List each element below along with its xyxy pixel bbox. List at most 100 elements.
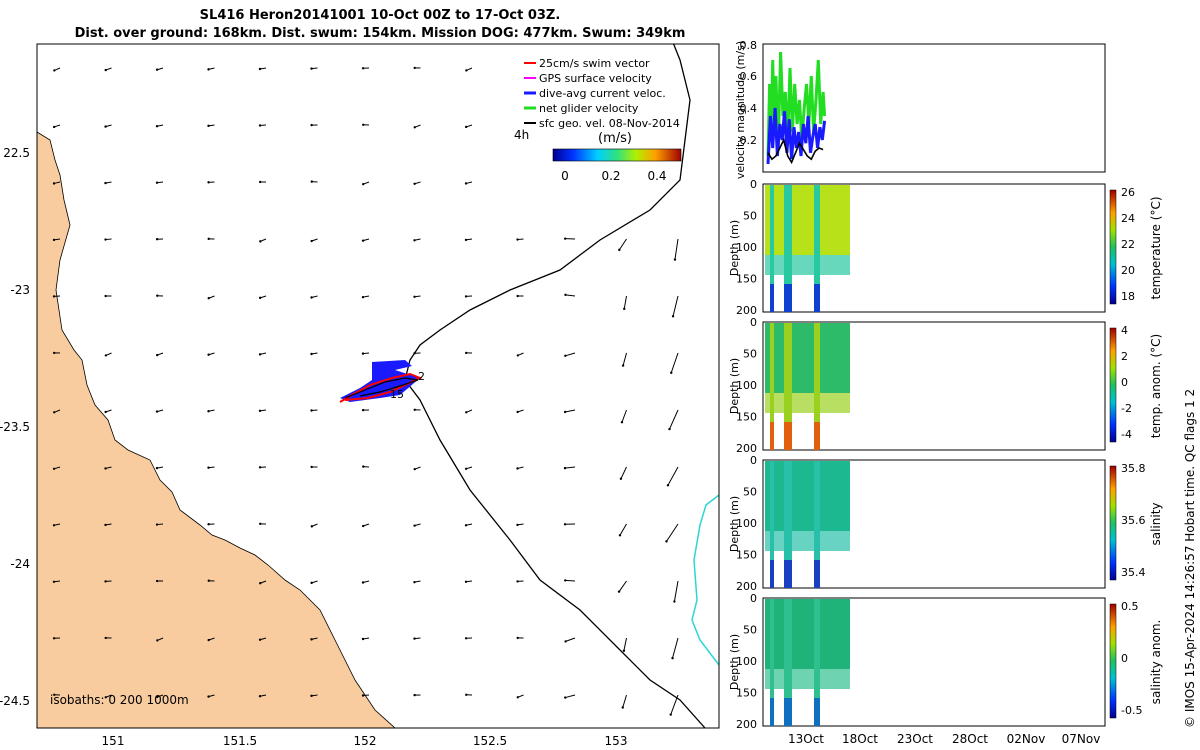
heatmap-ytick: 150 bbox=[736, 411, 757, 424]
heatmap-profile-column bbox=[770, 323, 774, 450]
heatmap-colorbar-tick: 26 bbox=[1121, 186, 1135, 199]
velocity-arrow-head bbox=[362, 182, 365, 186]
heatmap-profile-column bbox=[784, 599, 788, 726]
heatmap-ytick: 0 bbox=[750, 316, 757, 329]
velocity-arrow-head bbox=[104, 68, 107, 72]
velocity-arrow-head bbox=[516, 294, 519, 298]
velocity-arrow-head bbox=[155, 523, 159, 526]
velocity-arrow bbox=[564, 409, 576, 413]
velocity-arrow-head bbox=[516, 523, 519, 527]
heatmap-colorbar-tick: 0.5 bbox=[1121, 600, 1139, 613]
heatmap-ytick: 50 bbox=[743, 486, 757, 499]
time-xtick: 07Nov bbox=[1062, 732, 1101, 746]
swim-vectors bbox=[339, 372, 423, 403]
heatmap-colorbar-tick: 35.4 bbox=[1121, 566, 1146, 579]
heatmap-profile-deep bbox=[787, 284, 792, 312]
velocity-arrow-head bbox=[670, 371, 673, 374]
map-x-ticks: 151 151.5 152 152.5 153 bbox=[102, 734, 628, 748]
coastline-land bbox=[37, 131, 396, 728]
heatmap-profile-deep bbox=[814, 698, 820, 726]
velocity-arrow-head bbox=[207, 579, 210, 582]
velocity-arrow bbox=[564, 466, 576, 469]
heatmap-ytick: 100 bbox=[736, 241, 757, 254]
heatmap-colorbar-tick: 24 bbox=[1121, 212, 1135, 225]
heatmap-profile-deep bbox=[787, 698, 792, 726]
velocity-arrow-head bbox=[259, 240, 262, 243]
heatmap-colorbar-tick: 4 bbox=[1121, 324, 1128, 337]
heatmap-ytick: 200 bbox=[736, 580, 757, 593]
heatmap-data-block bbox=[765, 461, 850, 531]
heatmap-ytick: 100 bbox=[736, 517, 757, 530]
velocity-arrow-head bbox=[666, 484, 670, 487]
velocity-arrow-head bbox=[53, 411, 56, 414]
heatmap-profile-column bbox=[787, 185, 792, 312]
colorbar-tick: 0.2 bbox=[601, 169, 620, 183]
velocity-arrow-head bbox=[413, 182, 416, 186]
heatmap-colorbar bbox=[1109, 465, 1117, 581]
velocity-arrow bbox=[673, 580, 679, 602]
heatmap-colorbar-tick: 20 bbox=[1121, 264, 1135, 277]
velocity-arrow-head bbox=[104, 410, 107, 414]
heatmap-panel-salinity-anomaly: 0 50 100 150 200 Depth (m) -0.5 0 0.5 salinity an… bbox=[728, 592, 1163, 731]
velocity-arrow-head bbox=[620, 421, 624, 424]
map-xtick: 153 bbox=[605, 734, 628, 748]
velocity-arrow-head bbox=[310, 409, 313, 412]
velocity-arrow-head bbox=[413, 580, 416, 584]
chart-title-line2: Dist. over ground: 168km. Dist. swum: 15… bbox=[74, 26, 686, 41]
time-xtick: 23Oct bbox=[897, 732, 933, 746]
velocity-arrow-head bbox=[258, 67, 262, 71]
velocity-series-dive-avg-current-veloc- bbox=[766, 107, 827, 165]
velocity-arrow-head bbox=[413, 352, 416, 355]
heatmap-colorbar bbox=[1109, 189, 1117, 305]
velocity-arrow-head bbox=[563, 237, 567, 240]
velocity-arrow-head bbox=[563, 523, 567, 526]
velocity-series-sfc-geo-vel- bbox=[767, 137, 824, 165]
velocity-arrow bbox=[623, 637, 627, 651]
velocity-arrow-head bbox=[310, 352, 313, 356]
heatmap-profile-deep bbox=[814, 560, 820, 588]
heatmap-colorbar-label: temp. anom. (°C) bbox=[1149, 334, 1163, 438]
velocity-arrow-head bbox=[465, 351, 468, 355]
heatmap-colorbar bbox=[1109, 603, 1117, 719]
heatmap-colorbar bbox=[1109, 327, 1117, 443]
velocity-arrow-head bbox=[623, 307, 626, 311]
velocity-arrow-head bbox=[464, 580, 468, 583]
time-x-ticks: 13Oct 18Oct 23Oct 28Oct 02Nov 07Nov bbox=[788, 732, 1100, 746]
colorbar-unit-label: (m/s) bbox=[598, 131, 632, 146]
velocity-arrow-head bbox=[207, 181, 210, 184]
velocity-arrow bbox=[623, 295, 627, 309]
velocity-arrow-head bbox=[207, 410, 210, 413]
velocity-arrow-head bbox=[207, 638, 210, 642]
velocity-arrow-head bbox=[413, 637, 416, 640]
heatmap-profile-deep bbox=[814, 422, 820, 450]
heatmap-profile-column bbox=[784, 461, 788, 588]
heatmap-profile-deep bbox=[787, 422, 792, 450]
map-xtick: 151.5 bbox=[223, 734, 257, 748]
heatmap-ytick: 100 bbox=[736, 379, 757, 392]
legend-extra-4h: 4h bbox=[514, 128, 529, 142]
heatmap-data-block bbox=[765, 255, 850, 275]
velocity-arrow-head bbox=[310, 525, 314, 528]
heatmap-ytick: 200 bbox=[736, 442, 757, 455]
velocity-arrow-head bbox=[310, 581, 313, 585]
vel-ytick: 0.6 bbox=[740, 70, 758, 83]
velocity-arrow-head bbox=[104, 354, 108, 357]
velocity-arrow-head bbox=[516, 696, 519, 699]
heatmap-ytick: 50 bbox=[743, 624, 757, 637]
heatmap-data-block bbox=[765, 531, 850, 551]
heatmap-colorbar-tick: 35.6 bbox=[1121, 514, 1146, 527]
velocity-arrow-head bbox=[673, 258, 677, 261]
velocity-arrow-head bbox=[413, 693, 416, 697]
velocity-arrow-head bbox=[668, 427, 671, 431]
velocity-arrow-head bbox=[516, 467, 519, 470]
velocity-arrow-head bbox=[207, 695, 210, 698]
velocity-arrow-head bbox=[258, 124, 262, 127]
velocity-arrow-head bbox=[669, 713, 672, 716]
velocity-arrow-head bbox=[310, 465, 313, 469]
velocity-arrow-head bbox=[464, 182, 468, 185]
velocity-arrow bbox=[667, 466, 679, 486]
surface-velocity-field bbox=[52, 66, 679, 716]
velocity-arrow-head bbox=[413, 467, 416, 471]
heatmap-panel-temperature-anomaly: 0 50 100 150 200 Depth (m) -4 -2 0 2 4 temp. anom. … bbox=[728, 316, 1163, 455]
